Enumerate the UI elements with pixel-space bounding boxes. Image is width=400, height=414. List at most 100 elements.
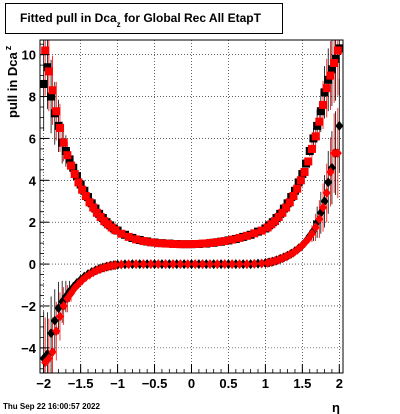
- marker-diamond-red: [139, 259, 148, 270]
- marker-square-black: [316, 107, 325, 116]
- marker-square-red: [307, 144, 316, 153]
- x-axis-label: η: [332, 400, 340, 414]
- chart-title-box: Fitted pull in Dcaz for Global Rec All E…: [5, 3, 283, 34]
- chart-title-subscript: z: [116, 20, 121, 29]
- marker-square-red: [111, 226, 120, 235]
- marker-diamond-red: [311, 222, 320, 233]
- x-tick-label: 0.5: [219, 376, 237, 391]
- marker-square-red: [124, 232, 133, 241]
- marker-square-red: [154, 239, 163, 248]
- x-tick-label: −1: [110, 376, 125, 391]
- marker-square-red: [311, 132, 320, 141]
- marker-square-red: [282, 203, 291, 212]
- marker-square-red: [285, 198, 294, 207]
- marker-square-red: [220, 237, 229, 246]
- x-tick-label: −0.5: [142, 376, 168, 391]
- marker-square-red: [326, 71, 335, 80]
- marker-square-red: [330, 59, 339, 68]
- marker-square-red: [319, 100, 328, 109]
- marker-square-black: [61, 147, 70, 155]
- marker-square-black: [331, 54, 340, 63]
- chart-title-prefix: Fitted pull in Dca: [20, 11, 117, 25]
- marker-square-black: [327, 65, 336, 74]
- marker-square-black: [324, 75, 333, 84]
- y-tick-label: −4: [21, 341, 37, 356]
- marker-square-red: [271, 217, 280, 226]
- marker-square-red: [257, 226, 266, 235]
- y-axis-label-subscript: z: [3, 45, 13, 50]
- marker-square-red: [132, 235, 141, 244]
- marker-square-red: [235, 233, 244, 242]
- marker-square-red: [242, 231, 251, 240]
- marker-square-red: [300, 167, 309, 176]
- marker-square-red: [48, 86, 57, 95]
- marker-square-red: [74, 178, 83, 187]
- marker-diamond-red: [161, 259, 170, 270]
- y-tick-label: 2: [29, 215, 36, 230]
- marker-square-black: [320, 88, 329, 97]
- y-tick-label: −2: [21, 299, 36, 314]
- marker-square-red: [205, 238, 214, 247]
- marker-square-red: [161, 239, 170, 248]
- marker-diamond-red: [235, 259, 244, 270]
- axis-ticks: [40, 43, 340, 373]
- marker-diamond-red: [326, 166, 335, 177]
- marker-diamond-black: [335, 120, 344, 131]
- marker-diamond-red: [44, 353, 53, 364]
- marker-square-red: [250, 229, 259, 238]
- marker-square-red: [169, 239, 178, 248]
- grid-lines: [40, 40, 343, 373]
- marker-square-red: [59, 138, 68, 147]
- marker-diamond-red: [319, 202, 328, 213]
- marker-diamond-black: [50, 315, 59, 326]
- marker-diamond-red: [228, 259, 237, 270]
- marker-square-red: [198, 239, 207, 248]
- marker-square-black: [47, 92, 56, 101]
- y-tick-label: 0: [29, 257, 36, 272]
- marker-square-black: [65, 155, 74, 164]
- marker-square-red: [278, 208, 287, 217]
- marker-square-red: [289, 192, 298, 201]
- marker-diamond-red: [183, 259, 192, 270]
- marker-square-red: [293, 184, 302, 193]
- marker-square-red: [44, 67, 53, 76]
- marker-square-red: [183, 240, 192, 249]
- marker-diamond-red: [154, 259, 163, 270]
- marker-square-red: [315, 117, 324, 126]
- marker-diamond-red: [242, 259, 251, 270]
- marker-diamond-red: [250, 258, 259, 269]
- marker-square-red: [63, 151, 72, 160]
- chart-title-suffix: for Global Rec All EtapT: [120, 11, 261, 25]
- marker-diamond-red: [191, 259, 200, 270]
- marker-diamond-red: [213, 259, 222, 270]
- marker-diamond-red: [205, 259, 214, 270]
- marker-diamond-red: [52, 326, 61, 337]
- marker-square-red: [55, 123, 64, 132]
- footer-date: Thu Sep 22 16:00:57 2022: [3, 402, 100, 411]
- marker-square-red: [81, 192, 90, 201]
- plot-frame: [39, 39, 344, 374]
- marker-square-red: [333, 46, 342, 55]
- x-tick-label: 0: [188, 376, 195, 391]
- tick-labels: −2 −1.5 −1 −0.5 0 0.5 1 1.5 2 −4 −2 0 2 4 6 8 10: [21, 48, 343, 391]
- marker-square-red: [228, 235, 237, 244]
- marker-square-red: [176, 240, 185, 249]
- marker-diamond-red: [257, 258, 266, 269]
- marker-square-black: [313, 121, 322, 130]
- x-tick-label: 1.5: [293, 376, 311, 391]
- marker-diamond-red: [59, 300, 68, 311]
- marker-square-red: [78, 185, 87, 194]
- marker-square-red: [322, 84, 331, 93]
- x-tick-label: 2: [336, 376, 343, 391]
- marker-diamond-red: [132, 259, 141, 270]
- marker-diamond-red: [322, 187, 331, 198]
- y-axis-label: pull in Dca z: [3, 45, 20, 118]
- marker-square-red: [70, 170, 79, 179]
- y-tick-label: 10: [22, 48, 36, 63]
- marker-square-black: [39, 79, 48, 88]
- marker-square-red: [274, 212, 283, 221]
- marker-square-red: [67, 161, 76, 170]
- marker-diamond-red: [333, 148, 342, 159]
- y-tick-label: 4: [29, 173, 37, 188]
